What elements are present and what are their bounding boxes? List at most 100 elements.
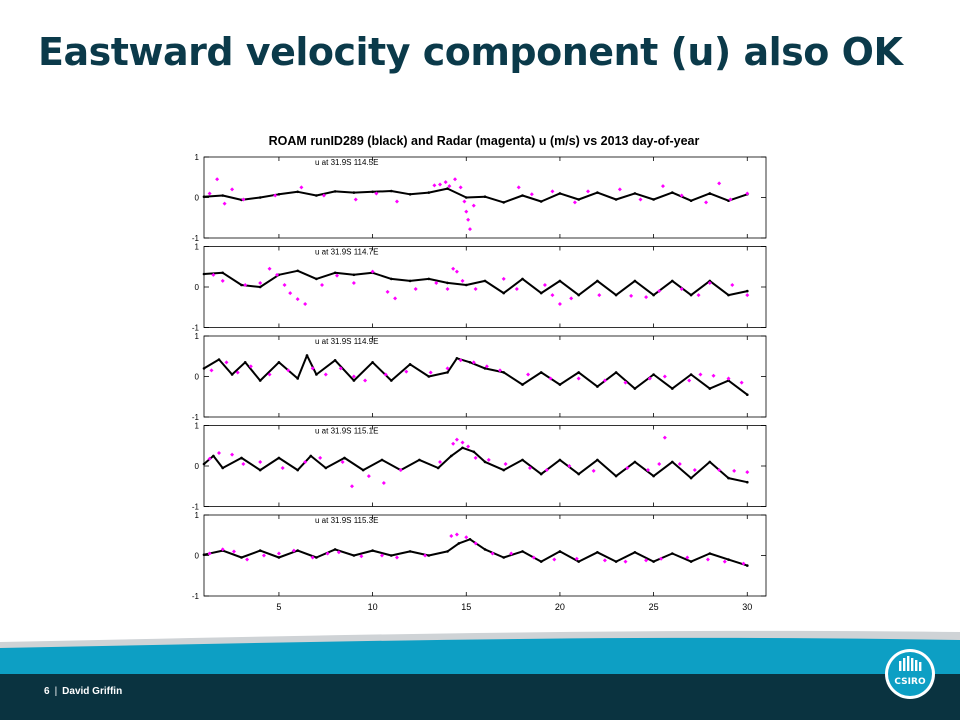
logo-bar bbox=[919, 662, 922, 671]
logo-bar bbox=[899, 661, 902, 671]
model-point bbox=[671, 552, 674, 555]
model-point bbox=[446, 371, 449, 374]
model-point bbox=[633, 387, 637, 390]
model-point bbox=[202, 367, 206, 370]
radar-point bbox=[471, 360, 476, 365]
model-point bbox=[240, 456, 243, 460]
model-point bbox=[727, 476, 730, 480]
model-point bbox=[465, 283, 468, 287]
radar-point bbox=[320, 282, 325, 287]
radar-point bbox=[220, 278, 225, 283]
model-point bbox=[333, 190, 337, 193]
model-point bbox=[436, 466, 440, 470]
radar-point bbox=[231, 549, 236, 554]
model-point bbox=[558, 192, 562, 195]
model-point bbox=[539, 472, 543, 476]
radar-point bbox=[454, 437, 459, 442]
radar-point bbox=[638, 197, 643, 202]
radar-point bbox=[692, 468, 697, 473]
model-point bbox=[577, 198, 580, 201]
model-point bbox=[539, 371, 543, 374]
model-point bbox=[633, 279, 637, 283]
radar-point bbox=[432, 183, 437, 188]
radar-point bbox=[385, 289, 390, 294]
radar-point bbox=[473, 455, 478, 460]
radar-point bbox=[321, 193, 326, 198]
x-tick-label: 5 bbox=[276, 602, 281, 612]
model-point bbox=[315, 277, 318, 281]
radar-point bbox=[338, 366, 343, 371]
radar-point bbox=[220, 547, 225, 552]
radar-point bbox=[466, 217, 471, 222]
radar-point bbox=[704, 200, 709, 205]
logo-text: CSIRO bbox=[894, 677, 926, 687]
radar-point bbox=[657, 289, 662, 294]
radar-point bbox=[516, 185, 521, 190]
radar-point bbox=[471, 203, 476, 208]
model-point bbox=[558, 279, 562, 283]
model-point bbox=[558, 458, 562, 462]
radar-point bbox=[286, 368, 291, 373]
radar-point bbox=[473, 287, 478, 292]
model-point bbox=[408, 550, 412, 553]
y-tick-label: -1 bbox=[192, 324, 200, 333]
model-point bbox=[746, 289, 749, 293]
model-point bbox=[577, 293, 580, 297]
radar-point bbox=[552, 557, 557, 562]
radar-point bbox=[207, 191, 212, 196]
radar-point bbox=[526, 372, 531, 377]
model-point bbox=[708, 387, 712, 390]
radar-point bbox=[243, 282, 248, 287]
radar-point bbox=[468, 227, 473, 232]
y-tick-label: -1 bbox=[192, 503, 200, 512]
radar-point bbox=[209, 368, 214, 373]
radar-point bbox=[544, 468, 549, 473]
radar-point bbox=[291, 548, 296, 553]
model-point bbox=[502, 291, 506, 295]
radar-point bbox=[696, 293, 701, 298]
model-point bbox=[243, 361, 247, 364]
model-point bbox=[371, 549, 374, 552]
radar-point bbox=[527, 466, 532, 471]
x-tick-label: 30 bbox=[742, 602, 752, 612]
model-point bbox=[727, 379, 730, 382]
radar-point bbox=[625, 466, 630, 471]
model-point bbox=[521, 277, 524, 281]
model-point bbox=[577, 472, 580, 476]
y-tick-label: 0 bbox=[195, 373, 200, 382]
panel-label: u at 31.9S 115.3E bbox=[315, 516, 378, 525]
model-point bbox=[708, 460, 712, 464]
radar-point bbox=[503, 461, 508, 466]
radar-point bbox=[497, 368, 502, 373]
model-point bbox=[472, 450, 476, 454]
model-point bbox=[277, 193, 281, 196]
model-point bbox=[633, 551, 637, 554]
model-point bbox=[202, 553, 206, 556]
model-point bbox=[596, 551, 599, 554]
model-point bbox=[333, 271, 337, 275]
model-point bbox=[614, 474, 618, 478]
radar-point bbox=[230, 187, 235, 192]
y-tick-label: 1 bbox=[195, 332, 200, 341]
radar-point bbox=[460, 278, 465, 283]
radar-point bbox=[241, 461, 246, 466]
radar-point bbox=[591, 468, 596, 473]
radar-point bbox=[557, 302, 562, 307]
radar-point bbox=[454, 532, 459, 537]
model-point bbox=[465, 196, 468, 199]
model-point bbox=[296, 269, 299, 273]
radar-point bbox=[745, 191, 750, 196]
radar-point bbox=[335, 273, 340, 278]
radar-point bbox=[550, 293, 555, 298]
radar-point bbox=[423, 553, 428, 558]
radar-point bbox=[245, 557, 250, 562]
radar-point bbox=[394, 555, 399, 560]
model-point bbox=[296, 549, 299, 552]
radar-point bbox=[659, 556, 664, 561]
radar-point bbox=[381, 481, 386, 486]
model-point bbox=[614, 371, 618, 374]
model-point bbox=[296, 377, 299, 380]
y-tick-label: 1 bbox=[195, 243, 200, 252]
model-point bbox=[502, 556, 506, 559]
radar-point bbox=[662, 374, 667, 379]
